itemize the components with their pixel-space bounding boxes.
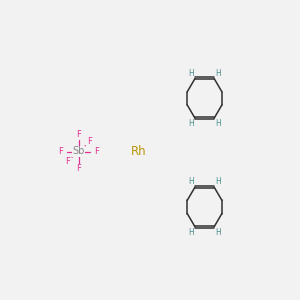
Text: F: F — [58, 147, 63, 156]
Text: H: H — [188, 177, 194, 186]
Text: H: H — [215, 228, 221, 237]
Text: H: H — [215, 69, 221, 78]
Text: F: F — [76, 164, 81, 173]
Text: H: H — [188, 228, 194, 237]
Text: F: F — [94, 147, 99, 156]
Text: H: H — [215, 177, 221, 186]
Text: Rh: Rh — [131, 145, 146, 158]
Text: H: H — [215, 119, 221, 128]
Text: F: F — [76, 130, 81, 139]
Text: Sb: Sb — [73, 146, 85, 157]
Text: F: F — [87, 137, 92, 146]
Text: H: H — [188, 69, 194, 78]
Text: H: H — [188, 119, 194, 128]
Text: F: F — [65, 157, 70, 166]
